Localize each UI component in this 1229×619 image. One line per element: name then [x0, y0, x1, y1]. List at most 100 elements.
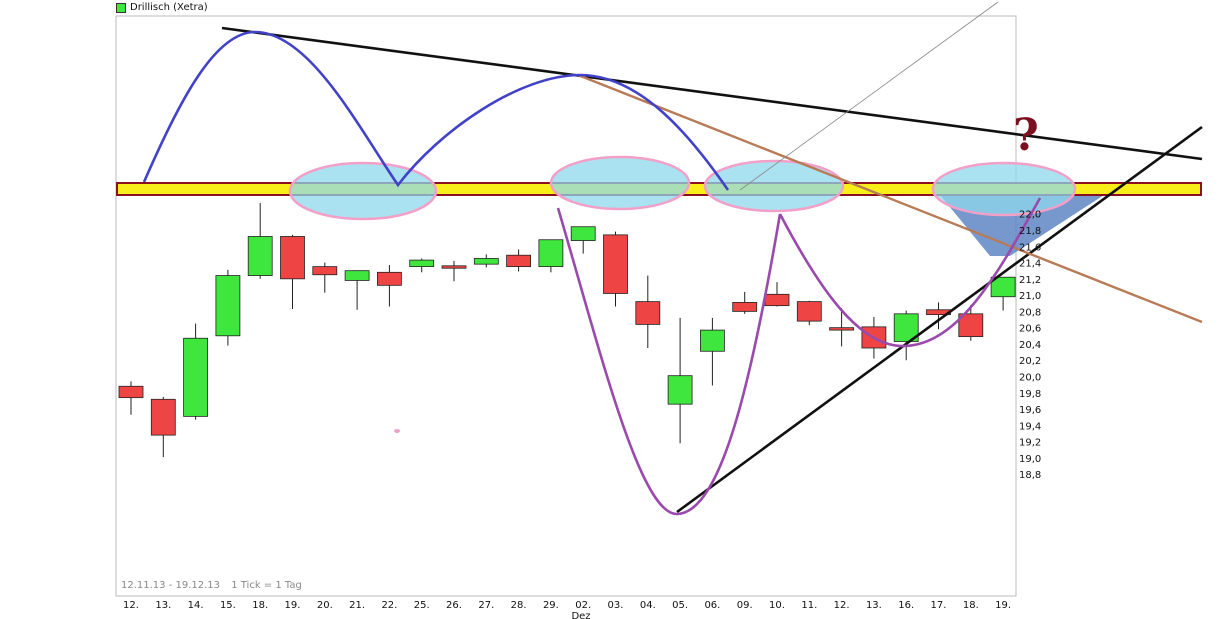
y-tick-label: 22,0	[1019, 210, 1041, 221]
question-mark-annotation: ?	[1013, 110, 1039, 161]
candle	[183, 323, 209, 420]
month-label: Dez	[571, 611, 590, 619]
candle-body-down	[376, 271, 402, 286]
x-tick-label: 12.	[834, 600, 850, 611]
candle-body-down	[118, 385, 144, 399]
candle-body-up	[538, 239, 564, 268]
candle-body-down	[764, 293, 790, 307]
candle-body-down	[796, 301, 822, 322]
x-tick-label: 13.	[866, 600, 882, 611]
legend-label: Drillisch (Xetra)	[130, 2, 208, 13]
candle	[958, 304, 984, 341]
candle	[344, 270, 370, 310]
x-tick-label: 13.	[155, 600, 171, 611]
x-tick-label: 27.	[478, 600, 494, 611]
candle-body-up	[247, 236, 273, 276]
candle-body-down	[506, 254, 532, 268]
candle	[118, 381, 144, 415]
x-tick-label: 06.	[704, 600, 720, 611]
x-tick-label: 14.	[188, 600, 204, 611]
y-tick-label: 19,6	[1019, 405, 1041, 416]
candle-body-down	[829, 327, 854, 331]
candle	[473, 254, 499, 268]
candle-body-down	[280, 236, 305, 280]
highlight-ellipse	[931, 161, 1077, 217]
ascending-trendline	[676, 125, 1203, 514]
x-tick-label: 02.	[575, 600, 591, 611]
candle	[570, 226, 596, 254]
y-tick-label: 20,0	[1019, 373, 1041, 384]
candle-body-down	[732, 302, 758, 312]
candle	[732, 291, 758, 314]
x-tick-label: 29.	[543, 600, 559, 611]
candle	[312, 262, 338, 293]
date-range: 12.11.13 - 19.12.13	[121, 580, 221, 591]
candle	[829, 308, 854, 347]
y-tick-label: 19,2	[1019, 438, 1041, 449]
candle	[215, 269, 241, 346]
candle-body-up	[700, 329, 725, 352]
candle-body-up	[473, 258, 499, 265]
candle	[700, 317, 725, 386]
purple-curve-right	[778, 197, 1042, 348]
tick-info: 1 Tick = 1 Tag	[231, 580, 302, 591]
x-tick-label: 12.	[123, 600, 139, 611]
x-tick-label: 16.	[898, 600, 914, 611]
x-tick-label: 19.	[995, 600, 1011, 611]
candle-body-down	[603, 234, 628, 294]
x-tick-label: 19.	[285, 600, 301, 611]
highlight-ellipse	[703, 159, 845, 213]
y-tick-label: 20,6	[1019, 324, 1041, 335]
candle	[635, 275, 661, 349]
candle	[796, 300, 822, 326]
candle-body-down	[958, 313, 984, 338]
x-tick-label: 28.	[511, 600, 527, 611]
candle-body-up	[215, 275, 241, 337]
x-tick-label: 03.	[608, 600, 624, 611]
candle	[409, 258, 435, 273]
candle	[603, 231, 628, 307]
x-tick-label: 17.	[931, 600, 947, 611]
y-tick-label: 20,2	[1019, 356, 1041, 367]
candle	[538, 239, 564, 273]
candle-body-up	[570, 226, 596, 241]
candle	[150, 396, 176, 458]
candle	[247, 203, 273, 279]
descending-trendline	[221, 26, 1203, 161]
chart-info: 12.11.13 - 19.12.13 1 Tick = 1 Tag	[121, 580, 310, 591]
x-tick-label: 18.	[963, 600, 979, 611]
y-tick-label: 21,6	[1019, 242, 1041, 253]
candle-body-down	[441, 265, 467, 269]
x-tick-label: 04.	[640, 600, 656, 611]
y-tick-label: 21,2	[1019, 275, 1041, 286]
candle	[990, 276, 1016, 311]
y-tick-label: 18,8	[1019, 470, 1041, 481]
plot-area	[115, 15, 1017, 597]
purple-curve-left	[556, 207, 782, 516]
y-tick-label: 20,8	[1019, 307, 1041, 318]
candle-body-up	[183, 337, 209, 417]
candle-body-up	[990, 276, 1016, 298]
x-tick-label: 10.	[769, 600, 785, 611]
highlight-ellipse	[288, 161, 438, 221]
x-tick-label: 21.	[349, 600, 365, 611]
candle	[376, 264, 402, 307]
blue-arc	[142, 30, 730, 191]
brown-trendline	[577, 73, 1203, 324]
candle	[280, 234, 305, 309]
candle-body-down	[150, 398, 176, 436]
candle-body-down	[635, 301, 661, 325]
x-tick-label: 05.	[672, 600, 688, 611]
y-tick-label: 21,4	[1019, 259, 1041, 270]
highlight-ellipse	[549, 155, 691, 211]
y-tick-label: 19,4	[1019, 421, 1041, 432]
candle-body-down	[312, 266, 338, 276]
candle-body-up	[344, 270, 370, 281]
x-tick-label: 20.	[317, 600, 333, 611]
x-tick-label: 11.	[801, 600, 817, 611]
candle	[667, 317, 693, 444]
y-tick-label: 21,8	[1019, 226, 1041, 237]
pink-dot	[394, 429, 400, 433]
y-tick-label: 21,0	[1019, 291, 1041, 302]
